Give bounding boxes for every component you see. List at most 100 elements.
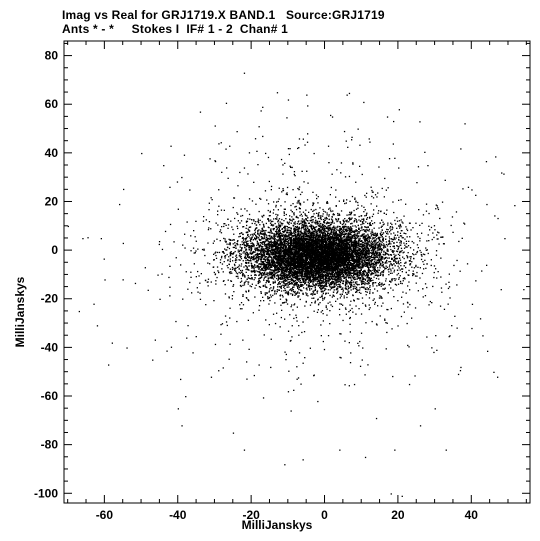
data-point xyxy=(362,259,364,261)
data-point xyxy=(254,261,256,263)
data-point xyxy=(302,258,304,260)
data-point xyxy=(364,260,366,263)
data-point xyxy=(253,245,255,248)
data-point xyxy=(283,237,285,239)
data-point xyxy=(392,289,394,291)
data-point xyxy=(289,266,291,268)
data-point xyxy=(307,257,309,259)
data-point xyxy=(242,275,244,277)
data-point xyxy=(237,277,239,279)
data-point xyxy=(340,263,342,265)
data-point xyxy=(397,261,399,263)
data-point xyxy=(325,247,327,249)
data-point xyxy=(371,244,373,247)
data-point xyxy=(349,219,351,221)
data-point xyxy=(300,268,302,271)
data-point xyxy=(316,257,318,260)
data-point xyxy=(314,248,316,250)
data-point xyxy=(330,218,333,220)
data-point xyxy=(326,235,328,237)
data-point xyxy=(326,285,328,288)
data-point xyxy=(258,250,260,252)
data-point xyxy=(368,267,370,269)
data-point xyxy=(380,264,382,266)
data-point xyxy=(386,262,388,264)
data-point xyxy=(287,278,289,281)
data-point xyxy=(227,267,229,269)
data-point xyxy=(300,230,302,232)
data-point xyxy=(260,272,262,274)
data-point xyxy=(272,256,274,258)
data-point xyxy=(272,246,274,248)
data-point xyxy=(334,277,336,279)
data-point xyxy=(368,256,370,258)
data-point xyxy=(361,234,363,236)
data-point xyxy=(349,239,352,241)
data-point xyxy=(255,237,257,240)
data-point xyxy=(274,262,276,264)
data-point xyxy=(322,292,324,295)
data-point xyxy=(294,230,296,232)
data-point xyxy=(332,234,334,236)
data-point xyxy=(291,279,293,282)
data-point xyxy=(400,226,402,228)
data-point xyxy=(356,262,358,265)
data-point xyxy=(391,240,393,243)
data-point xyxy=(267,242,269,245)
data-point xyxy=(283,272,285,274)
data-point xyxy=(391,278,394,280)
data-point xyxy=(398,225,400,227)
data-point xyxy=(280,304,282,306)
data-point xyxy=(268,215,270,217)
data-point xyxy=(354,218,356,220)
data-point xyxy=(302,243,304,245)
data-point xyxy=(269,268,271,271)
data-point xyxy=(365,234,367,236)
data-point xyxy=(298,275,300,277)
data-point xyxy=(305,223,307,225)
data-point xyxy=(287,242,289,244)
data-point xyxy=(389,245,391,248)
data-point xyxy=(280,240,282,242)
data-point xyxy=(287,271,290,273)
data-point xyxy=(251,252,254,254)
data-point xyxy=(312,269,314,271)
data-point xyxy=(224,248,226,250)
data-point xyxy=(273,233,275,235)
data-point xyxy=(282,238,284,240)
data-point xyxy=(356,236,359,238)
data-point xyxy=(330,244,332,246)
data-point xyxy=(299,298,301,301)
data-point xyxy=(268,256,270,258)
data-point xyxy=(375,254,377,257)
data-point xyxy=(259,244,262,246)
data-point xyxy=(300,228,302,230)
data-point xyxy=(366,246,369,248)
data-point xyxy=(264,260,266,262)
data-point xyxy=(359,251,361,253)
data-point xyxy=(355,253,357,255)
data-point xyxy=(282,258,284,260)
data-point xyxy=(353,276,355,278)
data-point xyxy=(333,231,335,233)
data-point xyxy=(316,239,318,241)
data-point xyxy=(296,236,298,239)
data-point xyxy=(384,267,386,269)
data-point xyxy=(300,274,302,276)
data-point xyxy=(324,283,326,285)
data-point xyxy=(372,233,374,235)
data-point xyxy=(316,247,318,250)
data-point xyxy=(295,251,297,253)
data-point xyxy=(411,240,413,243)
data-point xyxy=(364,235,366,237)
data-point xyxy=(335,231,337,234)
data-point xyxy=(318,228,320,230)
data-point xyxy=(356,234,358,236)
data-point xyxy=(344,252,346,255)
data-point xyxy=(323,240,326,243)
data-point xyxy=(271,235,273,237)
data-point xyxy=(235,270,237,272)
data-point xyxy=(365,265,367,267)
data-point xyxy=(351,238,353,240)
data-point xyxy=(313,267,315,269)
